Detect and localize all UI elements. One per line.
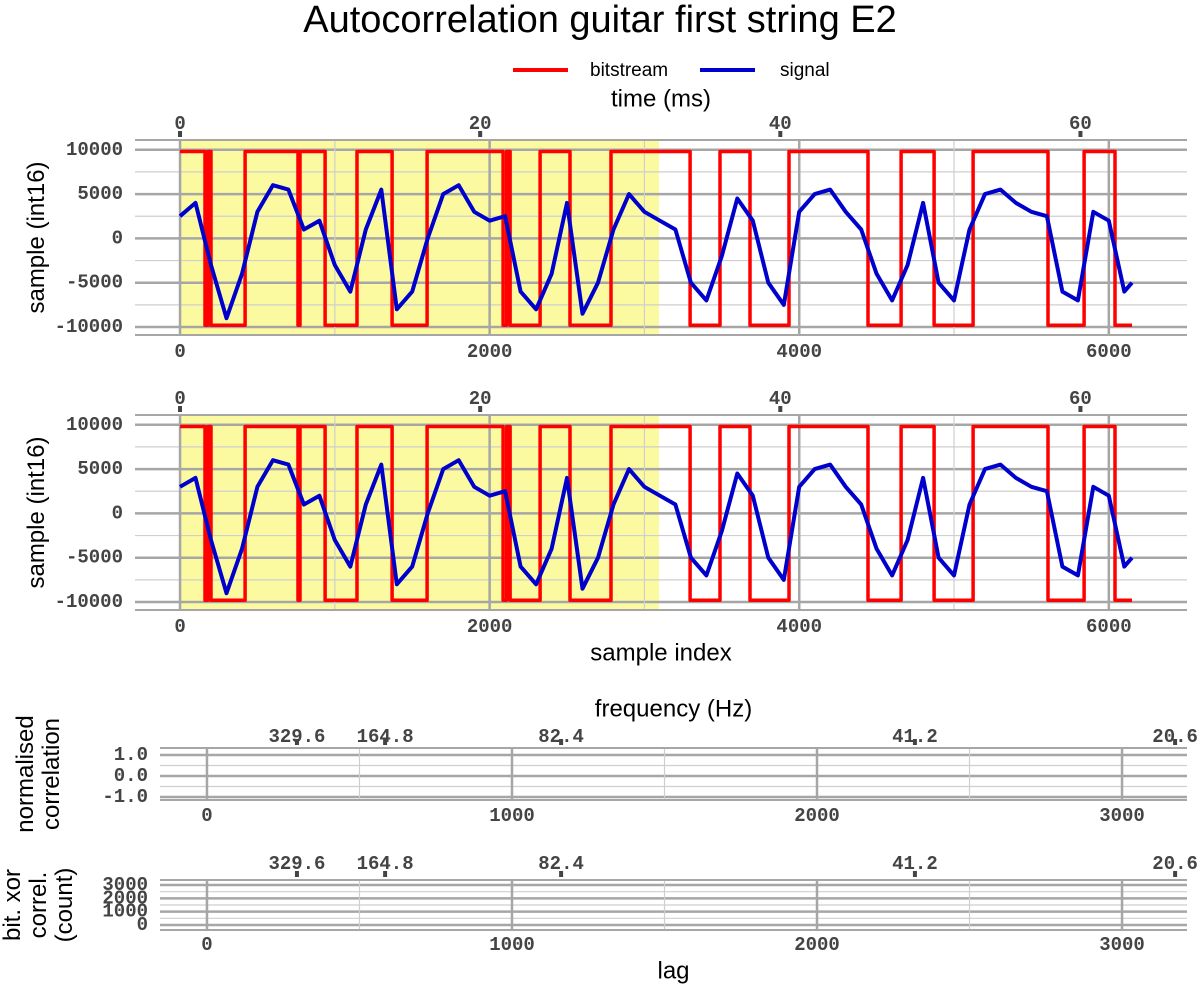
y-tick-label: 2000: [102, 887, 148, 909]
legend-label: signal: [780, 60, 830, 81]
x2-tick-label: 20: [469, 113, 492, 135]
x2-tick-label: 20: [469, 388, 492, 410]
x-tick-label: 2000: [794, 805, 840, 827]
x2-tick-label: 164.8: [357, 853, 414, 875]
x2-tick-label: 0: [174, 113, 185, 135]
series-line: [180, 149, 1132, 328]
x2-tick-label: 82.4: [538, 853, 584, 875]
y-axis-label: sample (int16): [23, 161, 50, 313]
x-axis-label: sample index: [590, 639, 731, 666]
x2-axis-label: frequency (Hz): [595, 695, 752, 722]
y-axis-label-line: sample (int16): [23, 436, 50, 588]
x-tick-label: 0: [174, 616, 185, 638]
x-tick-label: 6000: [1086, 616, 1132, 638]
x2-tick-label: 60: [1069, 113, 1092, 135]
x-tick-label: 1000: [489, 805, 535, 827]
x-tick-label: 3000: [1099, 934, 1145, 956]
x2-tick-label: 40: [769, 113, 792, 135]
y-tick-label: 1.0: [114, 744, 148, 766]
panel: -10000 -5000 0 5000 10000 0 2000 4000 6000 0 20 40 6…: [23, 60, 1187, 363]
series-line: [179, 458, 1134, 596]
x2-axis-label: time (ms): [611, 85, 711, 112]
y-axis-label-line: (count): [51, 868, 78, 943]
y-axis-label-line: bit. xor: [0, 869, 26, 941]
y-axis-label: normalisedcorrelation: [12, 715, 65, 832]
x2-tick-label: 0: [174, 388, 185, 410]
y-tick-label: 10000: [66, 139, 123, 161]
x-tick-label: 2000: [467, 616, 513, 638]
y-tick-label: 1000: [102, 901, 148, 923]
x-tick-label: 0: [174, 341, 185, 363]
x-tick-label: 2000: [467, 341, 513, 363]
x-tick-label: 0: [201, 805, 212, 827]
x-tick-label: 1000: [489, 934, 535, 956]
panel: -1.00.01.0 0 1000 2000 3000 329.6 164.8 82.4 41.…: [12, 695, 1198, 832]
y-tick-label: -5000: [66, 272, 123, 294]
y-tick-label: 10000: [66, 414, 123, 436]
x-tick-label: 0: [201, 934, 212, 956]
chart-title: Autocorrelation guitar first string E2: [303, 0, 897, 41]
x-tick-label: 2000: [794, 934, 840, 956]
x2-tick-label: 329.6: [268, 853, 325, 875]
y-axis-label-line: correl.: [25, 872, 52, 939]
x2-tick-label: 329.6: [268, 726, 325, 748]
y-axis-label: sample (int16): [23, 436, 50, 588]
x-axis-label: lag: [657, 957, 689, 984]
y-tick-label: 0: [137, 914, 148, 936]
y-tick-label: 5000: [77, 458, 123, 480]
x2-tick-label: 20.6: [1152, 853, 1198, 875]
x-tick-label: 4000: [776, 616, 822, 638]
y-axis-label-line: normalised: [12, 715, 39, 832]
series-line: [178, 183, 1134, 321]
y-tick-label: -10000: [55, 316, 123, 338]
legend-label: bitstream: [590, 60, 668, 81]
y-tick-label: 0.0: [114, 765, 148, 787]
y-tick-label: 0: [112, 502, 123, 524]
y-axis-label-line: correlation: [38, 718, 65, 830]
y-tick-label: -1.0: [102, 786, 148, 808]
x2-tick-label: 41.2: [892, 853, 938, 875]
x-tick-label: 6000: [1086, 341, 1132, 363]
x-tick-label: 4000: [776, 341, 822, 363]
series-line: [180, 424, 1132, 603]
x2-tick-label: 60: [1069, 388, 1092, 410]
x2-tick-label: 82.4: [538, 726, 584, 748]
x2-tick-label: 40: [769, 388, 792, 410]
x2-tick-label: 164.8: [357, 726, 414, 748]
panel: -10000 -5000 0 5000 10000 0 2000 4000 6000 0 20 40 6…: [23, 388, 1187, 666]
y-tick-label: -10000: [55, 591, 123, 613]
y-tick-label: 0: [112, 227, 123, 249]
x2-tick-label: 20.6: [1152, 726, 1198, 748]
y-axis-label-line: sample (int16): [23, 161, 50, 313]
y-axis-label: bit. xorcorrel.(count): [0, 868, 78, 943]
x2-tick-label: 41.2: [892, 726, 938, 748]
y-tick-label: -5000: [66, 547, 123, 569]
y-tick-label: 5000: [77, 183, 123, 205]
y-tick-label: 3000: [102, 874, 148, 896]
x-tick-label: 3000: [1099, 805, 1145, 827]
